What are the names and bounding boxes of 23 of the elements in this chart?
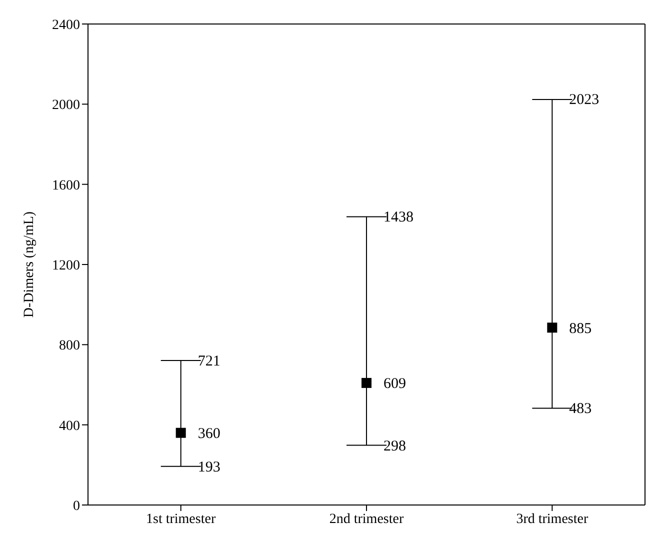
y-tick-label: 800 — [59, 338, 80, 354]
x-tick-label: 2nd trimester — [329, 512, 404, 527]
data-label: 609 — [384, 376, 406, 392]
y-tick-label: 400 — [59, 418, 80, 434]
data-label: 360 — [198, 426, 220, 442]
y-tick-label: 1200 — [52, 258, 80, 274]
annotation: 1438 — [384, 209, 414, 226]
y-axis-title: D-Dimers (ng/mL) — [22, 211, 37, 318]
annotation: 298 — [384, 438, 406, 454]
annotation: 483 — [569, 401, 592, 418]
y-tick-label: 1600 — [52, 178, 80, 194]
data-label: 885 — [569, 320, 592, 337]
annotation: 193 — [198, 459, 220, 476]
point — [176, 428, 186, 438]
point — [362, 378, 372, 388]
y-tick-label: 2400 — [52, 18, 80, 33]
annotation: 721 — [198, 353, 220, 370]
x-tick-label: 3rd trimester — [516, 512, 588, 527]
y-tick-label: 2000 — [52, 98, 80, 114]
x-tick-label: 1st trimester — [146, 512, 216, 527]
point — [547, 322, 558, 333]
y-tick-label: 0 — [73, 498, 80, 514]
annotation: 2023 — [569, 92, 600, 108]
